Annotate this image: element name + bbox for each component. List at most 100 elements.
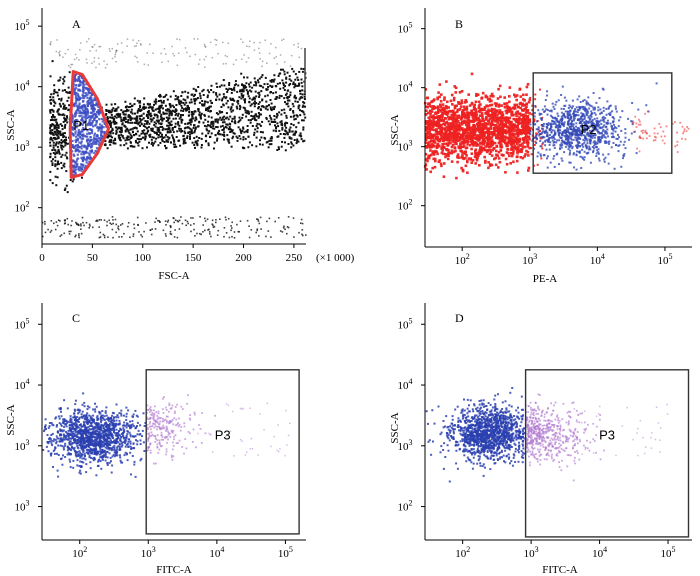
data-point: [578, 150, 581, 153]
data-point: [84, 119, 87, 122]
data-point: [157, 119, 160, 122]
data-point: [434, 130, 438, 133]
data-point: [189, 123, 192, 126]
data-point: [448, 127, 451, 130]
data-point: [537, 109, 540, 112]
data-point: [518, 140, 521, 143]
data-point: [139, 119, 142, 122]
data-point: [490, 132, 493, 136]
data-point: [218, 110, 221, 113]
data-point: [260, 90, 263, 93]
data-point: [617, 133, 619, 136]
x-tick-label: 150: [185, 252, 202, 264]
data-point: [169, 95, 172, 98]
data-point: [520, 132, 523, 136]
data-point: [507, 126, 510, 129]
data-point: [235, 105, 238, 108]
data-point: [594, 113, 597, 116]
data-point: [497, 136, 500, 139]
data-point: [150, 120, 153, 123]
data-point: [444, 155, 447, 159]
data-point: [233, 117, 236, 120]
data-point: [136, 216, 139, 219]
data-point: [109, 126, 112, 128]
data-point: [224, 216, 227, 219]
data-point: [242, 126, 245, 129]
data-point: [606, 132, 609, 135]
data-point: [215, 99, 218, 101]
data-point: [256, 122, 259, 125]
data-point: [167, 119, 170, 122]
data-point: [424, 163, 428, 166]
data-point: [275, 85, 278, 88]
data-point: [610, 125, 613, 128]
data-point: [205, 140, 207, 143]
data-point: [492, 95, 495, 98]
data-point: [448, 151, 451, 155]
data-point: [248, 101, 251, 104]
data-point: [429, 133, 433, 136]
data-point: [268, 143, 271, 146]
data-point: [217, 131, 220, 134]
data-point: [566, 110, 569, 113]
data-point: [115, 116, 118, 119]
data-point: [297, 42, 299, 45]
data-point: [147, 64, 149, 66]
data-point: [149, 115, 152, 118]
data-point: [193, 137, 196, 140]
data-point: [523, 140, 526, 144]
data-point: [437, 121, 441, 125]
data-point: [121, 135, 124, 138]
data-point: [519, 106, 523, 110]
data-point: [449, 110, 453, 113]
data-point: [457, 127, 460, 131]
data-point: [596, 120, 599, 122]
data-point: [204, 46, 207, 48]
data-point: [507, 140, 510, 143]
data-point: [284, 124, 287, 127]
data-point: [51, 60, 54, 63]
data-point: [533, 147, 536, 150]
data-point: [451, 118, 455, 121]
data-point: [519, 95, 523, 98]
data-point: [63, 232, 65, 235]
data-point: [216, 234, 219, 236]
data-point: [302, 128, 305, 131]
data-point: [289, 65, 292, 67]
data-point: [51, 182, 54, 185]
data-point: [516, 149, 519, 153]
data-point: [185, 224, 187, 227]
data-point: [204, 220, 207, 222]
data-point: [250, 110, 253, 113]
data-point: [288, 75, 291, 78]
data-point: [558, 163, 560, 166]
data-point: [207, 142, 210, 145]
data-point: [480, 131, 484, 134]
data-point: [525, 140, 529, 144]
y-tick-exponent: 5: [26, 18, 30, 27]
data-point: [296, 138, 299, 141]
data-point: [495, 136, 498, 139]
data-point: [138, 115, 141, 118]
data-point: [508, 136, 512, 139]
data-point: [85, 148, 88, 151]
data-point: [573, 112, 575, 115]
data-point: [198, 101, 201, 104]
data-point: [152, 136, 155, 139]
data-point: [484, 145, 487, 148]
data-point: [114, 120, 117, 123]
data-point: [193, 228, 195, 231]
data-point: [517, 105, 520, 109]
data-point: [206, 96, 209, 99]
data-point: [454, 140, 458, 143]
data-point: [142, 117, 145, 120]
data-point: [294, 73, 297, 76]
data-point: [140, 44, 142, 46]
data-point: [78, 124, 81, 127]
data-point: [474, 115, 478, 119]
data-point: [193, 223, 195, 225]
data-point: [276, 122, 279, 125]
data-point: [585, 111, 588, 114]
data-point: [424, 141, 427, 144]
data-point: [84, 145, 87, 148]
